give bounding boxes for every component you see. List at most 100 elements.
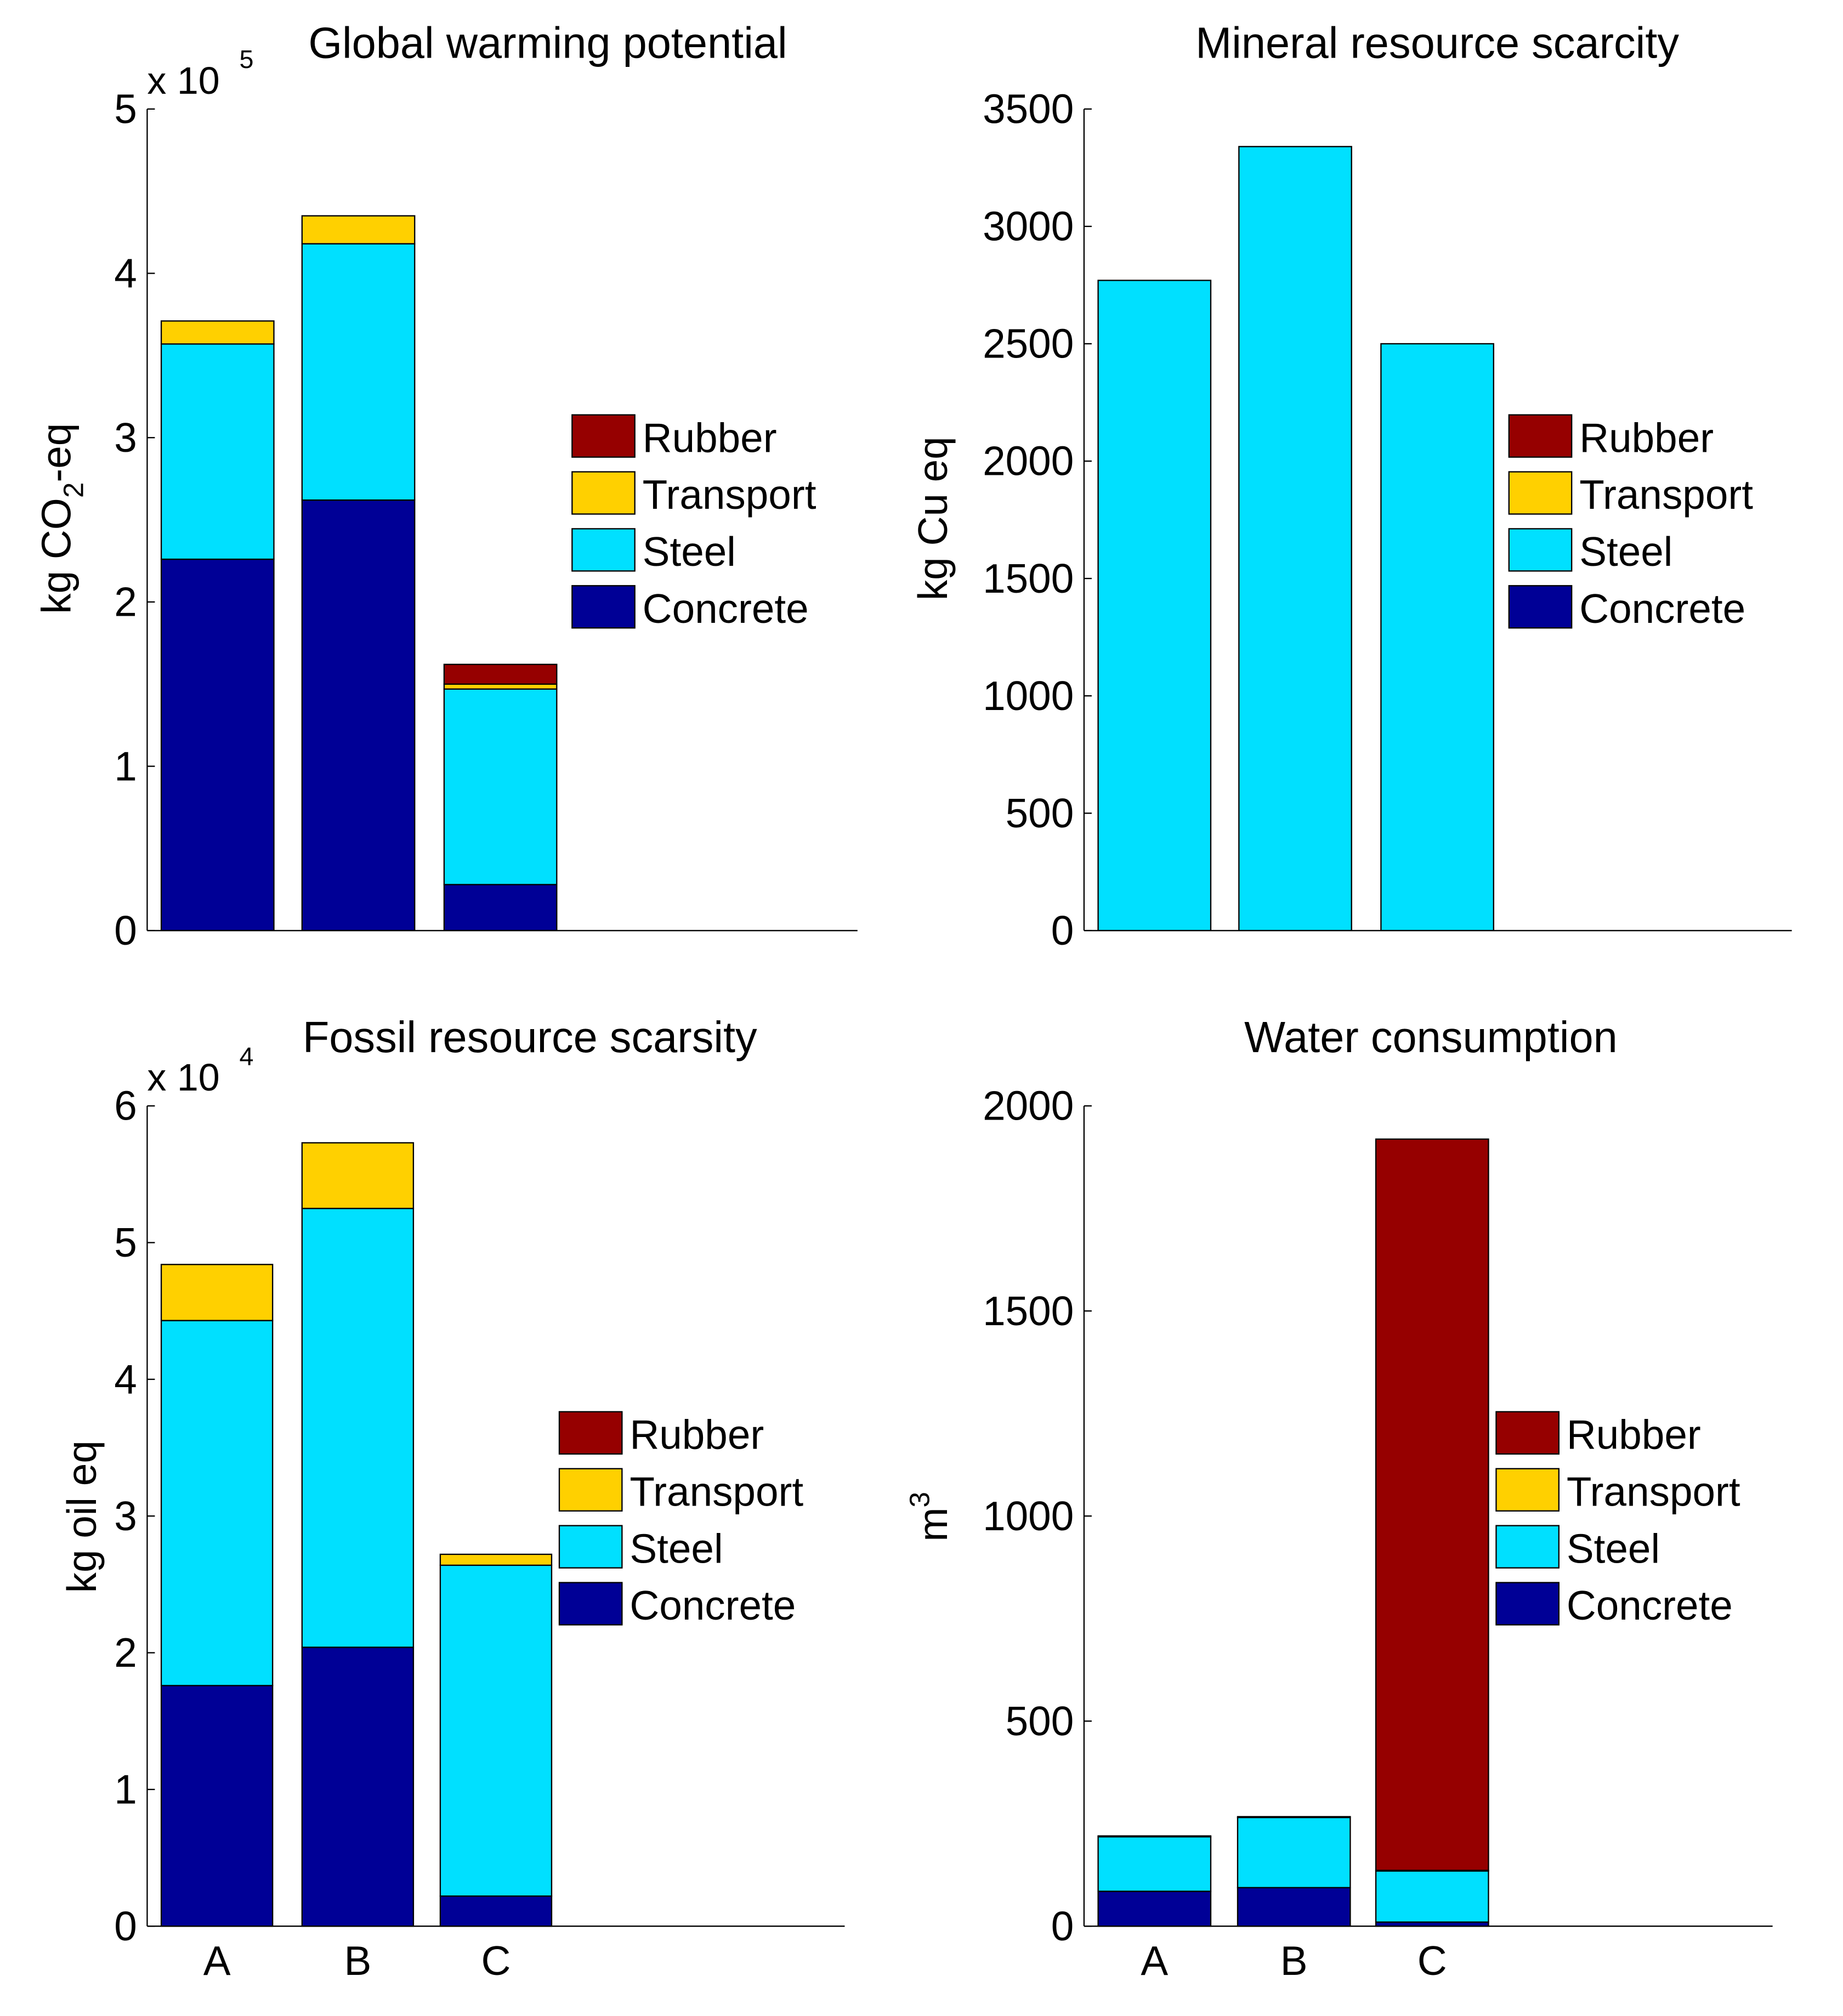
bar-concrete-A — [160, 558, 275, 932]
chart-panel-3: Water consumption A B C 0 500 1000 1500 2000 m3 Ru… — [904, 1013, 1773, 1984]
bar-concrete-B — [301, 1646, 415, 1927]
y-tick-label: 0 — [114, 1903, 137, 1949]
y-tick-label: 2000 — [983, 1083, 1074, 1129]
bar-steel-C — [439, 1564, 553, 1897]
chart-panel-1: Mineral resource scarcity 0 500 1000 1500 200… — [910, 18, 1792, 953]
y-tick-label: 1500 — [983, 1288, 1074, 1334]
bar-concrete-B — [1237, 1887, 1351, 1927]
bar-concrete-C — [443, 884, 558, 932]
bar-steel-A — [1097, 280, 1212, 932]
chart-title: Mineral resource scarcity — [1195, 18, 1679, 67]
legend-swatch-rubber — [558, 1411, 623, 1455]
legend-label-steel: Steel — [1579, 529, 1672, 575]
exponent-label: x 10 — [147, 59, 219, 102]
y-tick-label: 500 — [1006, 1698, 1074, 1744]
x-tick-label: B — [344, 1938, 371, 1984]
y-axis-label: m3 — [904, 1492, 956, 1542]
legend-swatch-steel — [1508, 528, 1573, 572]
y-axis-label-main: kg oil eq — [59, 1440, 105, 1593]
bar-steel-B — [1238, 146, 1352, 932]
chart-title: Global warming potential — [308, 18, 787, 67]
y-tick-label: 2 — [114, 1629, 137, 1676]
legend-label-rubber: Rubber — [1567, 1412, 1701, 1458]
chart-title: Water consumption — [1244, 1013, 1618, 1061]
y-axis-label: kg Cu eq — [910, 436, 956, 600]
y-tick-label: 1000 — [983, 673, 1074, 719]
y-tick-label: 3 — [114, 1493, 137, 1539]
y-tick-label: 3 — [114, 414, 137, 461]
legend-label-rubber: Rubber — [643, 414, 777, 461]
exponent-value: 4 — [239, 1042, 253, 1070]
bar-concrete-A — [1097, 1890, 1212, 1927]
y-axis-label-sub: 2 — [58, 482, 89, 498]
y-tick-label: 4 — [114, 250, 137, 296]
y-tick-label: 2500 — [983, 321, 1074, 367]
y-tick-label: 6 — [114, 1083, 137, 1129]
x-tick-label: C — [1417, 1938, 1447, 1984]
legend-label-rubber: Rubber — [1579, 414, 1714, 461]
y-tick-label: 1000 — [983, 1493, 1074, 1539]
bar-concrete-B — [301, 499, 416, 932]
y-tick-label: 2 — [114, 579, 137, 625]
y-axis-label-main: m — [910, 1507, 956, 1541]
legend-swatch-rubber — [1495, 1411, 1560, 1455]
bar-steel-C — [1380, 343, 1494, 932]
bar-transport-B — [1237, 1816, 1351, 1819]
legend-label-transport: Transport — [1579, 472, 1753, 518]
bar-steel-A — [1097, 1836, 1212, 1892]
legend-swatch-concrete — [1508, 585, 1573, 629]
legend-label-transport: Transport — [643, 472, 816, 518]
y-tick-label: 5 — [114, 1219, 137, 1265]
y-tick-label: 1 — [114, 743, 137, 789]
legend-label-transport: Transport — [1567, 1468, 1740, 1514]
chart-title: Fossil resource scarsity — [303, 1013, 757, 1061]
legend-label-concrete: Concrete — [1567, 1582, 1733, 1628]
bar-transport-C — [443, 683, 558, 690]
legend-label-concrete: Concrete — [630, 1582, 796, 1628]
bar-transport-A — [1097, 1835, 1212, 1838]
y-tick-label: 0 — [114, 907, 137, 953]
y-tick-label: 1 — [114, 1766, 137, 1812]
legend-label-transport: Transport — [630, 1468, 803, 1514]
legend-label-rubber: Rubber — [630, 1412, 764, 1458]
y-tick-label: 0 — [1051, 907, 1074, 953]
bar-transport-B — [301, 1142, 415, 1209]
legend-label-concrete: Concrete — [643, 586, 809, 632]
bar-steel-B — [1237, 1816, 1351, 1889]
y-tick-label: 3500 — [983, 86, 1074, 132]
x-tick-label: A — [203, 1938, 231, 1984]
legend-label-concrete: Concrete — [1579, 586, 1745, 632]
bar-steel-B — [301, 1207, 415, 1648]
y-axis-label-sup: 3 — [904, 1492, 935, 1508]
y-tick-label: 4 — [114, 1356, 137, 1402]
bar-rubber-C — [443, 663, 558, 685]
bar-steel-B — [301, 243, 416, 501]
legend-swatch-transport — [1508, 471, 1573, 515]
legend-label-steel: Steel — [1567, 1525, 1660, 1571]
bar-concrete-A — [160, 1685, 274, 1927]
bar-concrete-C — [439, 1895, 553, 1927]
legend-swatch-steel — [558, 1525, 623, 1569]
legend-swatch-steel — [1495, 1525, 1560, 1569]
y-axis-label: kg oil eq — [59, 1440, 105, 1593]
legend-swatch-concrete — [571, 585, 636, 629]
bar-steel-C — [443, 688, 558, 885]
x-tick-label: C — [481, 1938, 511, 1984]
y-axis-label-main: kg CO — [33, 498, 79, 614]
y-tick-label: 1500 — [983, 555, 1074, 601]
y-tick-label: 5 — [114, 86, 137, 132]
y-tick-label: 2000 — [983, 438, 1074, 484]
legend-label-steel: Steel — [630, 1525, 723, 1571]
legend-swatch-steel — [571, 528, 636, 572]
y-axis-label-suffix: -eq — [33, 423, 79, 482]
legend-swatch-rubber — [571, 414, 636, 458]
exponent-label: x 10 — [147, 1056, 219, 1099]
bar-transport-A — [160, 320, 275, 345]
y-tick-label: 0 — [1051, 1903, 1074, 1949]
bar-rubber-C — [1375, 1138, 1489, 1871]
y-axis-label-main: kg Cu eq — [910, 436, 956, 600]
legend-swatch-rubber — [1508, 414, 1573, 458]
